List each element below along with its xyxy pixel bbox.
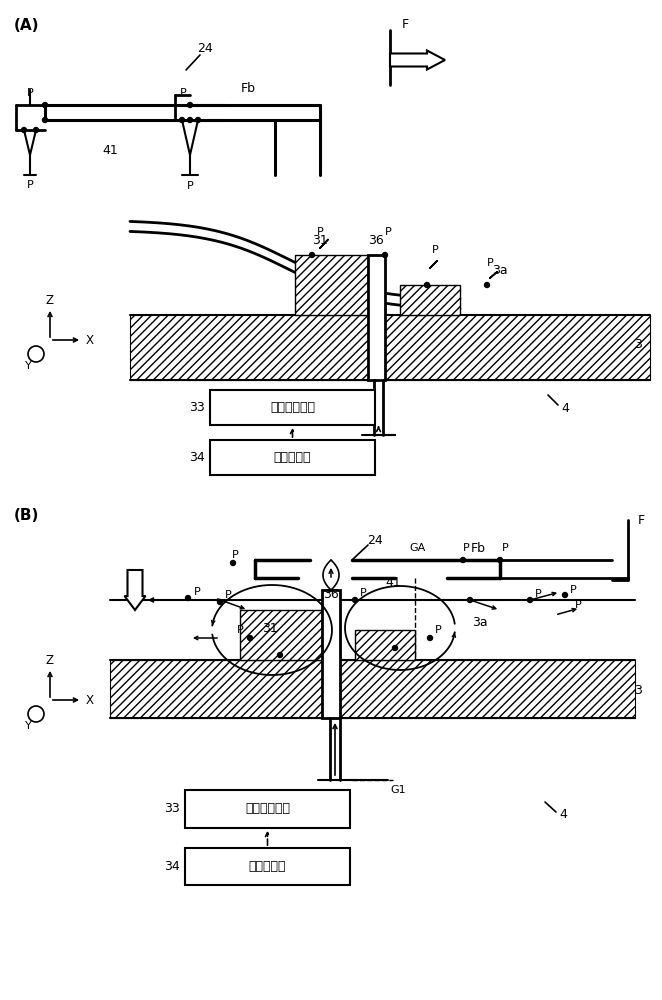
Text: P: P xyxy=(569,585,577,595)
Text: Fb: Fb xyxy=(471,542,485,556)
Circle shape xyxy=(352,597,357,602)
Circle shape xyxy=(393,646,397,650)
Circle shape xyxy=(28,706,44,722)
Text: X: X xyxy=(86,694,94,706)
Text: P: P xyxy=(487,258,493,268)
Text: P: P xyxy=(316,227,323,237)
Text: P: P xyxy=(26,180,33,190)
Bar xyxy=(400,285,460,315)
Text: 流量控制装置: 流量控制装置 xyxy=(270,401,315,414)
Text: P: P xyxy=(193,587,201,597)
Text: Fb: Fb xyxy=(240,82,256,95)
Text: P: P xyxy=(26,88,33,98)
Text: G1: G1 xyxy=(390,785,406,795)
Circle shape xyxy=(42,117,48,122)
Text: (B): (B) xyxy=(14,508,39,523)
Bar xyxy=(110,660,635,718)
Text: P: P xyxy=(236,625,244,635)
Text: P: P xyxy=(224,590,232,600)
Circle shape xyxy=(498,558,502,562)
Text: 流量控制装置: 流量控制装置 xyxy=(245,802,290,816)
Text: (A): (A) xyxy=(14,18,40,33)
Text: 36: 36 xyxy=(323,588,339,601)
Text: 3: 3 xyxy=(634,338,642,352)
Bar xyxy=(185,790,350,828)
Bar xyxy=(210,440,375,475)
Text: GA: GA xyxy=(410,543,426,553)
Text: 41: 41 xyxy=(102,143,118,156)
Circle shape xyxy=(185,595,191,600)
Text: P: P xyxy=(359,588,366,598)
Bar xyxy=(295,255,368,315)
Circle shape xyxy=(485,282,489,288)
Text: 24: 24 xyxy=(197,41,213,54)
Bar xyxy=(130,315,650,380)
Text: 3a: 3a xyxy=(492,263,508,276)
Bar xyxy=(355,630,415,660)
Circle shape xyxy=(461,558,465,562)
Circle shape xyxy=(187,117,193,122)
Text: P: P xyxy=(435,625,442,635)
Text: P: P xyxy=(432,245,438,255)
Text: 净化控制部: 净化控制部 xyxy=(249,860,286,873)
Text: Z: Z xyxy=(46,294,54,306)
Text: P: P xyxy=(535,589,542,599)
Text: P: P xyxy=(187,181,193,191)
Circle shape xyxy=(187,103,193,107)
Text: 33: 33 xyxy=(189,401,205,414)
Text: 3: 3 xyxy=(634,684,642,696)
Text: P: P xyxy=(463,543,469,553)
Text: Z: Z xyxy=(46,654,54,666)
Text: Y: Y xyxy=(24,721,31,731)
Text: F: F xyxy=(638,514,645,526)
Circle shape xyxy=(195,117,201,122)
Circle shape xyxy=(230,560,236,566)
Text: P: P xyxy=(385,227,391,237)
Text: 31: 31 xyxy=(312,233,328,246)
Text: F: F xyxy=(401,17,408,30)
Circle shape xyxy=(383,252,387,257)
Circle shape xyxy=(34,127,38,132)
Bar xyxy=(322,590,340,718)
Text: X: X xyxy=(86,334,94,347)
Circle shape xyxy=(563,592,567,597)
Text: 34: 34 xyxy=(189,451,205,464)
Text: P: P xyxy=(502,543,508,553)
FancyArrow shape xyxy=(390,50,445,70)
Circle shape xyxy=(428,636,432,641)
Circle shape xyxy=(179,117,185,122)
Circle shape xyxy=(277,652,283,658)
Bar xyxy=(240,610,322,660)
FancyArrow shape xyxy=(124,570,146,610)
Bar xyxy=(185,848,350,885)
Text: 净化控制部: 净化控制部 xyxy=(274,451,311,464)
Circle shape xyxy=(467,597,473,602)
Circle shape xyxy=(28,346,44,362)
Text: 33: 33 xyxy=(164,802,180,816)
Text: Y: Y xyxy=(24,361,31,371)
Circle shape xyxy=(218,599,222,604)
Text: 24: 24 xyxy=(367,534,383,546)
Circle shape xyxy=(42,103,48,107)
Text: 36: 36 xyxy=(368,233,384,246)
Bar xyxy=(210,390,375,425)
Circle shape xyxy=(248,636,252,641)
Text: 41: 41 xyxy=(385,576,401,588)
Circle shape xyxy=(424,282,430,288)
Text: 4: 4 xyxy=(561,401,569,414)
Circle shape xyxy=(528,597,532,602)
Text: 34: 34 xyxy=(164,860,180,873)
Text: 4: 4 xyxy=(559,808,567,822)
Circle shape xyxy=(21,127,26,132)
Text: P: P xyxy=(232,550,238,560)
Text: P: P xyxy=(179,88,187,98)
Text: 31: 31 xyxy=(262,621,278,635)
Text: P: P xyxy=(575,600,582,610)
Text: 3a: 3a xyxy=(472,615,488,629)
Circle shape xyxy=(310,252,314,257)
Bar xyxy=(368,255,385,380)
